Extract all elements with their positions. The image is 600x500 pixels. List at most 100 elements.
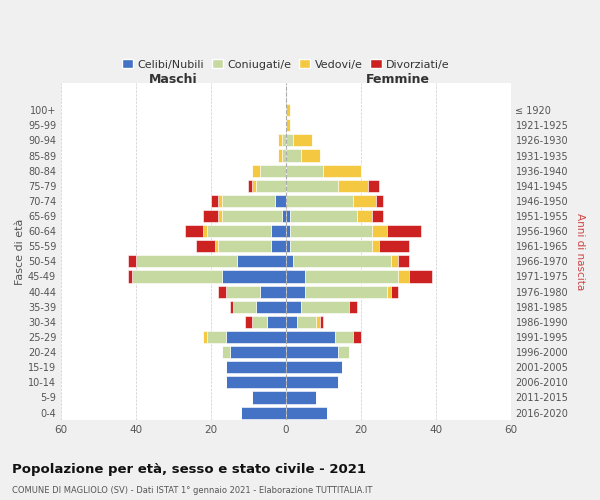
Bar — [260, 164, 286, 176]
Bar — [218, 195, 222, 207]
Bar — [286, 361, 342, 374]
Bar — [222, 346, 230, 358]
Bar — [278, 134, 282, 146]
Bar — [245, 316, 252, 328]
Bar — [256, 180, 286, 192]
Bar — [128, 256, 136, 268]
Bar — [286, 210, 290, 222]
Bar — [323, 164, 361, 176]
Bar — [372, 225, 387, 237]
Bar — [226, 286, 260, 298]
Bar — [252, 180, 256, 192]
Text: Femmine: Femmine — [366, 73, 430, 86]
Text: Popolazione per età, sesso e stato civile - 2021: Popolazione per età, sesso e stato civil… — [12, 462, 366, 475]
Bar — [379, 240, 409, 252]
Bar — [305, 270, 398, 282]
Bar — [218, 210, 222, 222]
Bar — [237, 256, 286, 268]
Bar — [293, 256, 391, 268]
Bar — [286, 286, 305, 298]
Bar — [218, 240, 271, 252]
Bar — [353, 195, 376, 207]
Bar — [132, 270, 222, 282]
Bar — [207, 225, 271, 237]
Bar — [286, 150, 301, 162]
Bar — [286, 104, 290, 116]
Bar — [203, 210, 218, 222]
Bar — [215, 240, 218, 252]
Bar — [301, 150, 320, 162]
Bar — [256, 300, 286, 313]
Bar — [230, 346, 286, 358]
Bar — [222, 270, 286, 282]
Bar — [230, 300, 233, 313]
Bar — [286, 331, 335, 343]
Bar — [286, 392, 316, 404]
Bar — [409, 270, 432, 282]
Bar — [185, 225, 203, 237]
Bar — [391, 286, 398, 298]
Bar — [286, 225, 290, 237]
Bar — [290, 240, 372, 252]
Bar — [286, 300, 301, 313]
Bar — [252, 164, 260, 176]
Bar — [286, 270, 305, 282]
Bar — [368, 180, 379, 192]
Bar — [290, 225, 372, 237]
Bar — [282, 134, 286, 146]
Bar — [286, 195, 353, 207]
Bar — [338, 346, 349, 358]
Y-axis label: Anni di nascita: Anni di nascita — [575, 213, 585, 290]
Bar — [128, 270, 132, 282]
Bar — [391, 256, 398, 268]
Bar — [248, 180, 252, 192]
Bar — [136, 256, 237, 268]
Bar — [241, 406, 286, 418]
Bar — [293, 134, 312, 146]
Bar — [286, 406, 327, 418]
Bar — [211, 195, 218, 207]
Bar — [252, 392, 286, 404]
Bar — [320, 316, 323, 328]
Bar — [271, 225, 286, 237]
Bar — [349, 300, 357, 313]
Text: Maschi: Maschi — [149, 73, 198, 86]
Bar — [290, 210, 357, 222]
Bar — [226, 331, 286, 343]
Bar — [286, 180, 338, 192]
Bar — [316, 316, 320, 328]
Bar — [226, 376, 286, 388]
Bar — [372, 240, 379, 252]
Bar — [398, 256, 409, 268]
Bar — [252, 316, 267, 328]
Bar — [222, 210, 282, 222]
Bar — [233, 300, 256, 313]
Bar — [286, 316, 297, 328]
Bar — [338, 180, 368, 192]
Y-axis label: Fasce di età: Fasce di età — [15, 218, 25, 284]
Bar — [207, 331, 226, 343]
Bar — [297, 316, 316, 328]
Bar — [353, 331, 361, 343]
Bar — [398, 270, 409, 282]
Bar — [203, 225, 207, 237]
Bar — [286, 256, 293, 268]
Text: COMUNE DI MAGLIOLO (SV) - Dati ISTAT 1° gennaio 2021 - Elaborazione TUTTITALIA.I: COMUNE DI MAGLIOLO (SV) - Dati ISTAT 1° … — [12, 486, 373, 495]
Bar — [218, 286, 226, 298]
Bar — [286, 134, 293, 146]
Bar — [376, 195, 383, 207]
Bar — [222, 195, 275, 207]
Bar — [357, 210, 372, 222]
Bar — [286, 119, 290, 132]
Legend: Celibi/Nubili, Coniugati/e, Vedovi/e, Divorziati/e: Celibi/Nubili, Coniugati/e, Vedovi/e, Di… — [118, 55, 454, 74]
Bar — [260, 286, 286, 298]
Bar — [335, 331, 353, 343]
Bar — [282, 150, 286, 162]
Bar — [203, 331, 207, 343]
Bar — [305, 286, 387, 298]
Bar — [275, 195, 286, 207]
Bar — [282, 210, 286, 222]
Bar — [387, 286, 391, 298]
Bar — [271, 240, 286, 252]
Bar — [286, 346, 338, 358]
